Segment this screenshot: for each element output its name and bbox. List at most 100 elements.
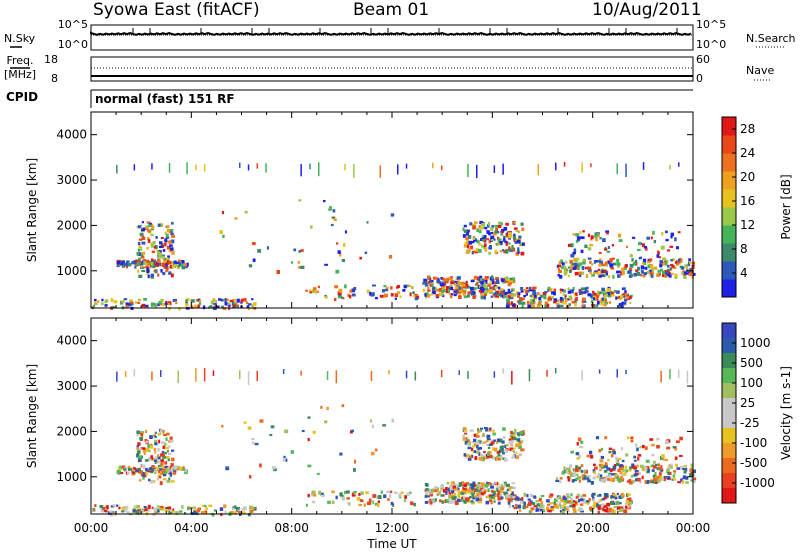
power-cell (590, 237, 593, 241)
velocity-cell (583, 474, 587, 478)
velocity-streak (116, 371, 118, 382)
velocity-cell (148, 478, 151, 482)
nsky-trace (90, 31, 692, 36)
power-cell (575, 239, 579, 243)
power-cell (559, 304, 564, 308)
velocity-cell (204, 511, 207, 514)
power-cell (606, 288, 611, 292)
power-cell (444, 278, 447, 281)
velocity-cell (440, 494, 445, 497)
power-cell (478, 280, 481, 283)
velocity-cell (139, 479, 142, 482)
power-cell (480, 238, 484, 242)
power-cell (594, 232, 597, 237)
power-cell (596, 232, 599, 237)
power-cell (94, 302, 98, 306)
power-cell (570, 266, 573, 270)
power-cell (664, 259, 669, 263)
power-cell (520, 222, 524, 226)
power-cell (587, 247, 592, 251)
velocity-cell (627, 436, 630, 440)
velocity-heatmap-cells (92, 367, 697, 517)
velocity-cell (512, 434, 516, 438)
velocity-cell (167, 458, 170, 462)
velocity-cell (453, 483, 457, 486)
velocity-cell (465, 491, 469, 494)
power-cell (224, 301, 228, 306)
power-cell (442, 282, 447, 286)
power-cell (166, 225, 170, 229)
power-cell (166, 245, 171, 250)
velocity-cell (143, 474, 147, 478)
velocity-streak (239, 370, 241, 380)
velocity-cell (452, 500, 456, 504)
power-cell (140, 253, 144, 257)
power-cell (483, 292, 487, 297)
power-cell (650, 274, 654, 278)
velocity-cell (512, 505, 515, 508)
velocity-cell (502, 485, 506, 489)
velocity-cell (650, 443, 655, 447)
velocity-cell (511, 449, 514, 452)
velocity-cell (458, 482, 462, 486)
velocity-cell (526, 494, 529, 498)
velocity-cell (516, 455, 520, 460)
velocity-cell (353, 490, 357, 494)
power-cell (439, 287, 443, 292)
velocity-cell (576, 442, 579, 446)
power-cell (584, 287, 588, 291)
power-cell (444, 279, 449, 284)
velocity-cell (468, 455, 472, 458)
velocity-cell (452, 484, 456, 489)
power-cell (491, 278, 495, 281)
power-cell (167, 255, 170, 259)
velocity-cell (469, 484, 472, 489)
velocity-cell (124, 505, 129, 510)
velocity-cell (331, 500, 335, 505)
power-cell (577, 238, 580, 242)
velocity-cell (692, 474, 695, 477)
velocity-cell (486, 436, 489, 440)
power-colorbar-segment (722, 243, 736, 262)
power-cell (474, 221, 478, 224)
power-cell (328, 206, 332, 209)
power-cell (129, 299, 133, 303)
velocity-cell (476, 445, 479, 449)
velocity-cell (674, 456, 678, 460)
power-cell (508, 301, 511, 305)
power-cell (141, 228, 145, 232)
power-cell (688, 272, 693, 277)
velocity-cell (307, 416, 311, 419)
velocity-cell (159, 471, 163, 475)
power-cell (137, 252, 142, 257)
velocity-cell (140, 473, 143, 477)
velocity-cell (367, 501, 371, 505)
power-cell (390, 286, 393, 290)
power-cell (341, 296, 344, 299)
power-cell (409, 292, 412, 297)
power-cell (499, 241, 503, 244)
velocity-cell (164, 452, 168, 455)
velocity-cell (575, 468, 579, 472)
power-cell (150, 244, 155, 248)
velocity-cell (351, 494, 356, 497)
velocity-cell (562, 508, 566, 512)
power-cell (556, 264, 560, 268)
power-cell (171, 251, 175, 255)
velocity-cell (102, 506, 106, 510)
power-cell (591, 296, 594, 300)
power-cell (495, 243, 499, 246)
velocity-cell (166, 456, 170, 459)
velocity-cell (479, 482, 483, 486)
velocity-cell (389, 490, 393, 494)
velocity-cell (578, 454, 581, 459)
power-cell (667, 264, 670, 268)
power-cell (471, 223, 476, 227)
power-cell (664, 274, 667, 278)
velocity-cell (578, 469, 581, 472)
velocity-cell (224, 510, 227, 515)
power-cell (431, 282, 434, 285)
velocity-cell (307, 437, 310, 442)
velocity-cell (301, 430, 305, 433)
power-cell (666, 268, 670, 272)
